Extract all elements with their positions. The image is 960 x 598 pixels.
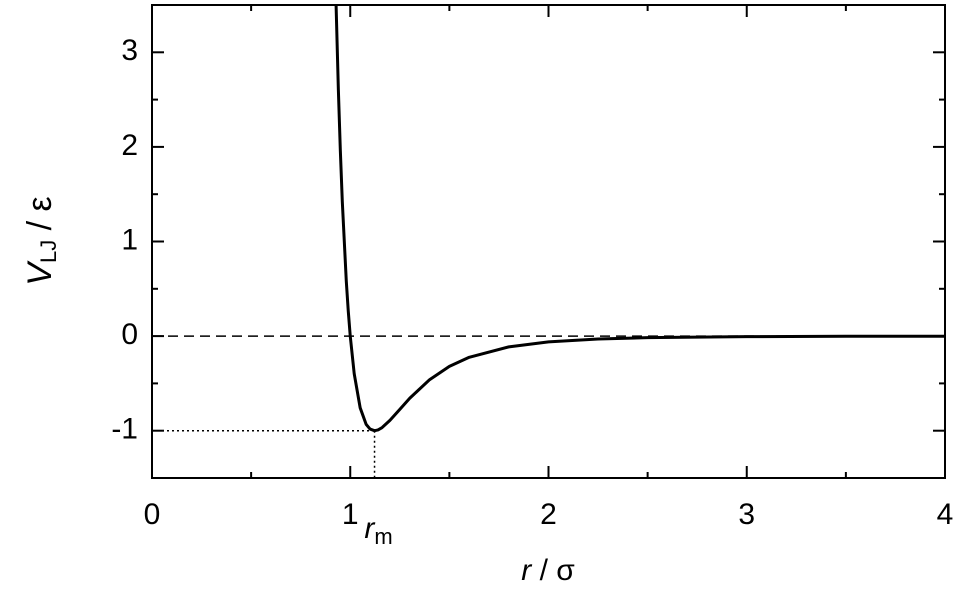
y-axis-label: VLJ / ε bbox=[21, 196, 61, 285]
y-label-var: V bbox=[21, 260, 59, 286]
minimum-label-var: r bbox=[364, 512, 375, 545]
minimum-label: rm bbox=[364, 512, 392, 549]
y-label-sub: LJ bbox=[36, 240, 61, 263]
x-tick-label: 3 bbox=[738, 498, 755, 531]
y-tick-label: 0 bbox=[121, 318, 138, 351]
minimum-label-sub: m bbox=[374, 524, 392, 549]
y-tick-label: 1 bbox=[121, 223, 138, 256]
plot-frame bbox=[151, 4, 946, 479]
y-tick-label: 3 bbox=[121, 34, 138, 67]
x-label-var: r bbox=[521, 554, 532, 587]
x-tick-label: 1 bbox=[342, 498, 359, 531]
x-tick-label: 0 bbox=[144, 498, 161, 531]
x-label-rest: / σ bbox=[531, 554, 575, 587]
y-label-rest: / ε bbox=[21, 196, 59, 240]
potential-curve bbox=[334, 5, 945, 433]
x-tick-label: 2 bbox=[540, 498, 557, 531]
plot-layer: 0 1 2 3 4 -1 0 1 2 3 rm bbox=[111, 5, 954, 549]
x-axis-label: r / σ bbox=[521, 554, 575, 587]
y-tick-label: 2 bbox=[121, 129, 138, 162]
y-tick-label: -1 bbox=[111, 413, 138, 446]
x-tick-label: 4 bbox=[937, 498, 954, 531]
